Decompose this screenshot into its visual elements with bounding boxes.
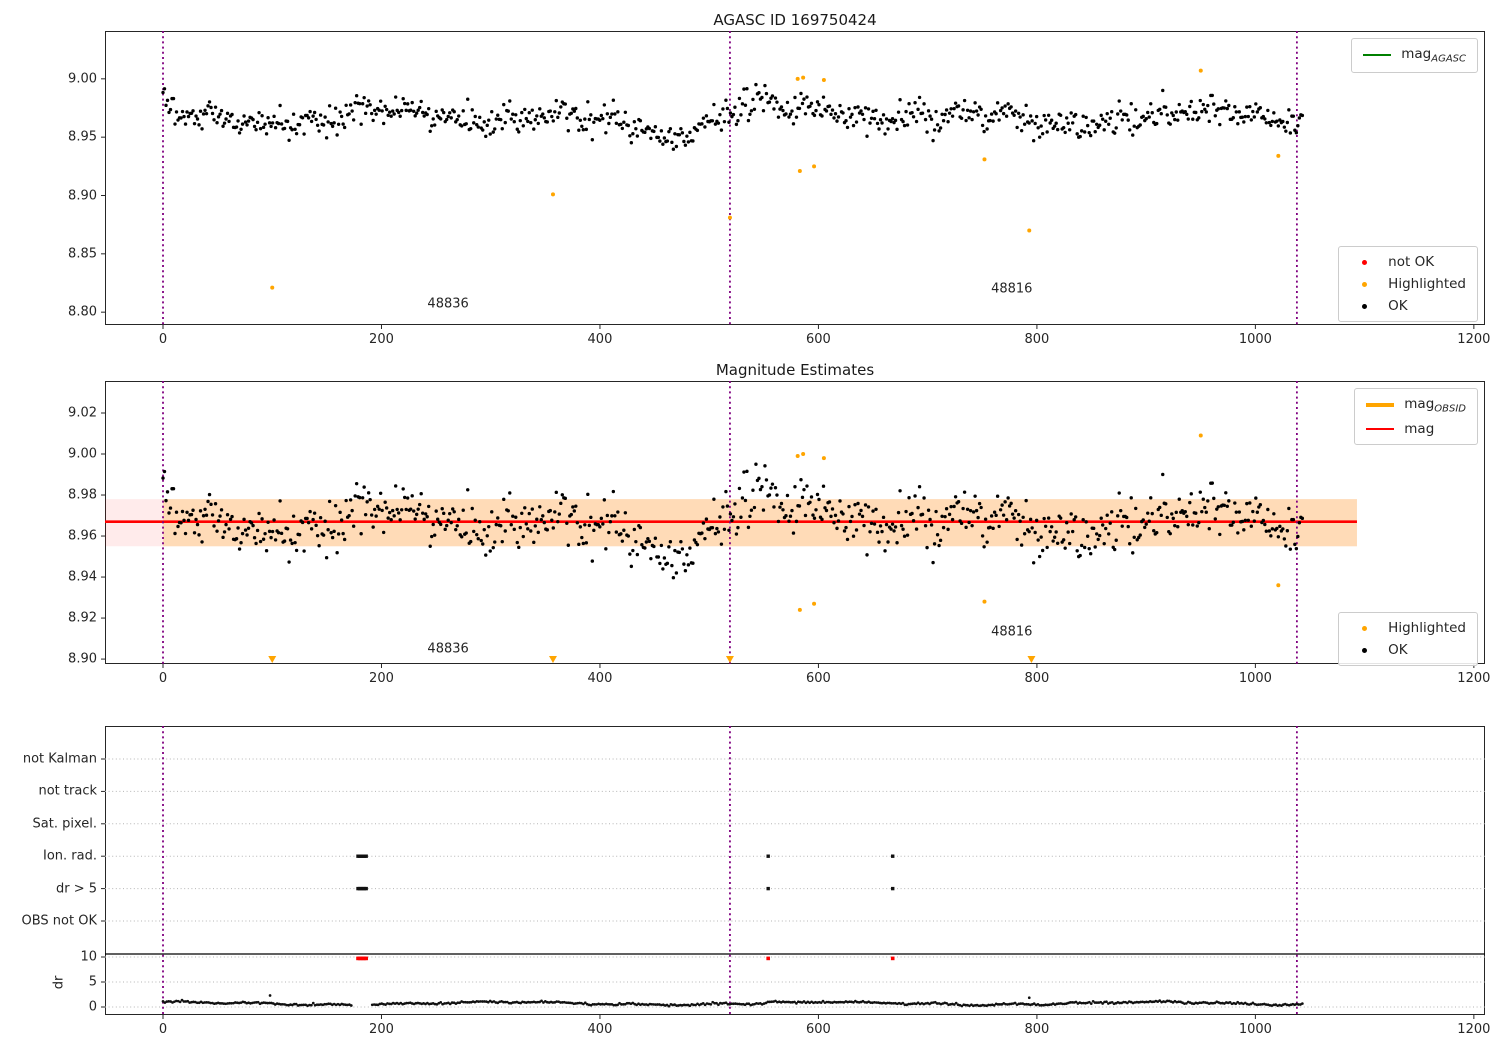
x-tick-label: 1200 <box>1457 671 1491 686</box>
top-plot-axes <box>105 31 1485 325</box>
legend-dot-icon <box>1350 303 1378 309</box>
y-tick-label: 8.98 <box>68 487 97 503</box>
x-tick-label: 600 <box>806 671 831 686</box>
annotation-obsid-48836-top: 48836 <box>427 296 469 312</box>
legend-entry-highlighted: Highlighted <box>1350 620 1466 636</box>
legend-entry-not-ok: not OK <box>1350 254 1466 270</box>
y-tick-label: 8.96 <box>68 528 97 544</box>
legend-line-swatch <box>1366 427 1395 430</box>
legend-entry-highlighted: Highlighted <box>1350 276 1466 292</box>
legend-label: Highlighted <box>1388 620 1466 636</box>
bottom-plot-axes <box>105 726 1485 1015</box>
dr-tick-label: 0 <box>88 999 97 1015</box>
top-plot-canvas <box>101 31 1475 329</box>
middle-plot-legend-lines: magOBSID mag <box>1354 388 1478 445</box>
x-tick-label: 600 <box>806 332 831 347</box>
legend-label: not OK <box>1388 254 1435 270</box>
x-tick-label: 200 <box>369 1022 394 1037</box>
y-tick-label: 8.90 <box>68 651 97 667</box>
legend-line-swatch <box>1366 403 1395 408</box>
legend-label: magAGASC <box>1401 46 1466 65</box>
y-tick-label: 9.00 <box>68 446 97 462</box>
flag-category-label: OBS not OK <box>21 913 98 929</box>
annotation-obsid-48816-top: 48816 <box>991 281 1033 297</box>
x-tick-label: 0 <box>158 332 168 347</box>
y-tick-label: 8.80 <box>68 304 97 320</box>
top-plot-legend-mag-agasc: magAGASC <box>1351 38 1478 73</box>
legend-dot-icon <box>1350 625 1378 631</box>
dr-tick-label: 10 <box>80 949 97 965</box>
middle-plot-legend-markers: Highlighted OK <box>1338 612 1478 666</box>
legend-entry-ok: OK <box>1350 298 1466 314</box>
legend-label: mag <box>1404 420 1435 437</box>
legend-label: OK <box>1388 642 1408 658</box>
x-tick-label: 0 <box>158 1022 168 1037</box>
dr-tick-label: 5 <box>88 974 97 990</box>
flag-category-label: dr > 5 <box>55 881 97 897</box>
top-plot-legend-markers: not OK Highlighted OK <box>1338 246 1478 322</box>
x-tick-label: 1200 <box>1457 332 1491 347</box>
legend-entry-mag: magAGASC <box>1363 46 1466 65</box>
x-tick-label: 1000 <box>1238 1022 1272 1037</box>
x-tick-label: 800 <box>1024 332 1050 347</box>
legend-label: magOBSID <box>1404 396 1466 415</box>
y-tick-label: 8.85 <box>68 246 97 262</box>
legend-label: OK <box>1388 298 1408 314</box>
x-tick-label: 400 <box>587 1022 613 1037</box>
x-tick-label: 800 <box>1024 1022 1050 1037</box>
x-tick-label: 0 <box>158 671 168 686</box>
x-tick-label: 400 <box>587 332 613 347</box>
flag-category-label: not track <box>38 783 97 799</box>
y-tick-label: 8.90 <box>68 188 97 203</box>
legend-dot-icon <box>1350 647 1378 653</box>
annotation-obsid-48836-middle: 48836 <box>427 641 469 657</box>
y-tick-label: 8.95 <box>68 129 97 145</box>
legend-line-swatch <box>1363 54 1392 57</box>
legend-entry-mag: mag <box>1366 421 1466 437</box>
y-tick-label: 8.94 <box>68 569 97 585</box>
y-tick-label: 9.00 <box>68 71 97 87</box>
x-tick-label: 1200 <box>1457 1022 1491 1037</box>
flag-category-label: not Kalman <box>22 751 97 767</box>
legend-label: Highlighted <box>1388 276 1466 292</box>
x-tick-label: 600 <box>806 1022 831 1037</box>
middle-plot-title: Magnitude Estimates <box>715 361 875 379</box>
bottom-plot-canvas <box>101 726 1485 1019</box>
x-tick-label: 400 <box>587 671 613 686</box>
legend-dot-icon <box>1350 259 1378 265</box>
top-plot-title: AGASC ID 169750424 <box>713 11 877 29</box>
middle-plot-canvas <box>101 381 1475 668</box>
y-tick-label: 8.92 <box>68 610 97 626</box>
x-tick-label: 800 <box>1024 671 1050 686</box>
flag-category-label: Ion. rad. <box>43 848 97 864</box>
x-tick-label: 1000 <box>1238 671 1272 686</box>
x-tick-label: 200 <box>369 671 394 686</box>
x-tick-label: 200 <box>369 332 394 347</box>
x-tick-label: 1000 <box>1238 332 1272 347</box>
legend-entry-mag: magOBSID <box>1366 396 1466 415</box>
flag-category-label: Sat. pixel. <box>32 816 97 832</box>
legend-entry-ok: OK <box>1350 642 1466 658</box>
y-tick-label: 9.02 <box>68 405 97 421</box>
annotation-obsid-48816-middle: 48816 <box>991 624 1033 640</box>
legend-dot-icon <box>1350 281 1378 287</box>
